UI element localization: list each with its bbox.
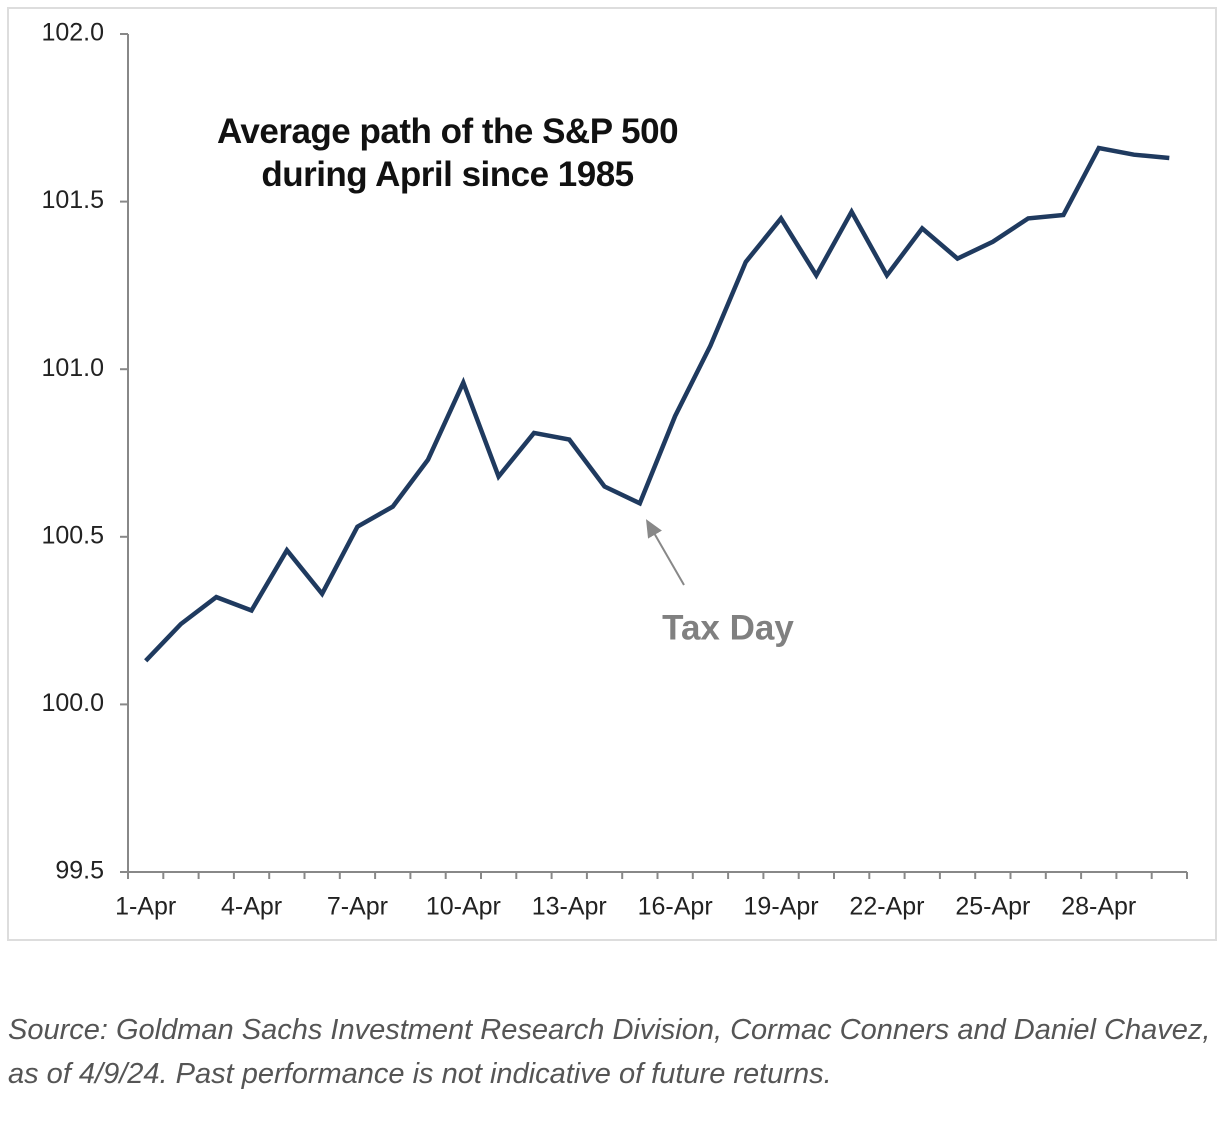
x-tick-label: 28-Apr xyxy=(1061,893,1136,921)
y-tick-label: 100.0 xyxy=(41,689,104,717)
x-tick-label: 4-Apr xyxy=(221,893,282,921)
y-tick-label: 101.5 xyxy=(41,186,104,214)
x-tick-label: 16-Apr xyxy=(638,893,713,921)
x-tick-label: 10-Apr xyxy=(426,893,501,921)
x-tick-label: 19-Apr xyxy=(744,893,819,921)
annotation-arrow xyxy=(646,519,685,586)
x-tick-label: 7-Apr xyxy=(327,893,388,921)
y-tick-label: 100.5 xyxy=(41,521,104,549)
y-tick-label: 102.0 xyxy=(41,19,104,47)
x-tick-label: 13-Apr xyxy=(532,893,607,921)
x-tick-label: 25-Apr xyxy=(955,893,1030,921)
chart-title: Average path of the S&P 500 during April… xyxy=(216,112,679,194)
source-note: Source: Goldman Sachs Investment Researc… xyxy=(8,1014,1211,1090)
y-tick-label: 99.5 xyxy=(55,857,104,885)
annotation: Tax Day xyxy=(662,608,794,647)
x-tick-label: 22-Apr xyxy=(849,893,924,921)
y-tick-label: 101.0 xyxy=(41,354,104,382)
chart-frame xyxy=(7,7,1217,941)
line-series xyxy=(144,145,1170,663)
x-tick-label: 1-Apr xyxy=(115,893,176,921)
chart: Tax Day 102.0 101.5 101.0 100.5 100.0 99.5 1-A… xyxy=(7,7,1217,941)
